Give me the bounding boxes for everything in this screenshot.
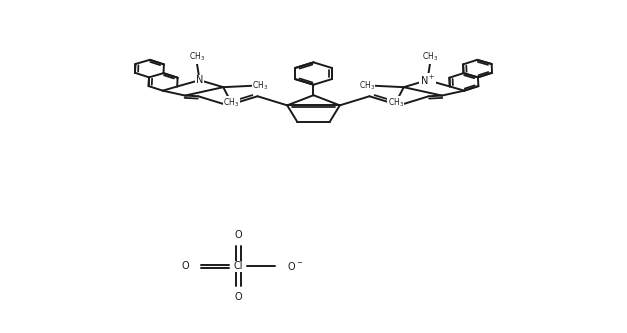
Text: CH$_3$: CH$_3$	[189, 51, 205, 63]
Text: CH$_3$: CH$_3$	[252, 80, 268, 92]
Text: N: N	[196, 75, 203, 85]
Text: CH$_3$: CH$_3$	[359, 80, 375, 92]
Text: O: O	[234, 230, 242, 240]
Text: CH$_3$: CH$_3$	[422, 51, 438, 63]
Text: O: O	[182, 261, 189, 271]
Text: N$^+$: N$^+$	[419, 74, 435, 87]
Text: O: O	[234, 292, 242, 302]
Text: O$^-$: O$^-$	[287, 260, 303, 272]
Text: Cl: Cl	[233, 261, 243, 271]
Text: CH$_3$: CH$_3$	[223, 96, 240, 109]
Text: CH$_3$: CH$_3$	[387, 96, 404, 109]
